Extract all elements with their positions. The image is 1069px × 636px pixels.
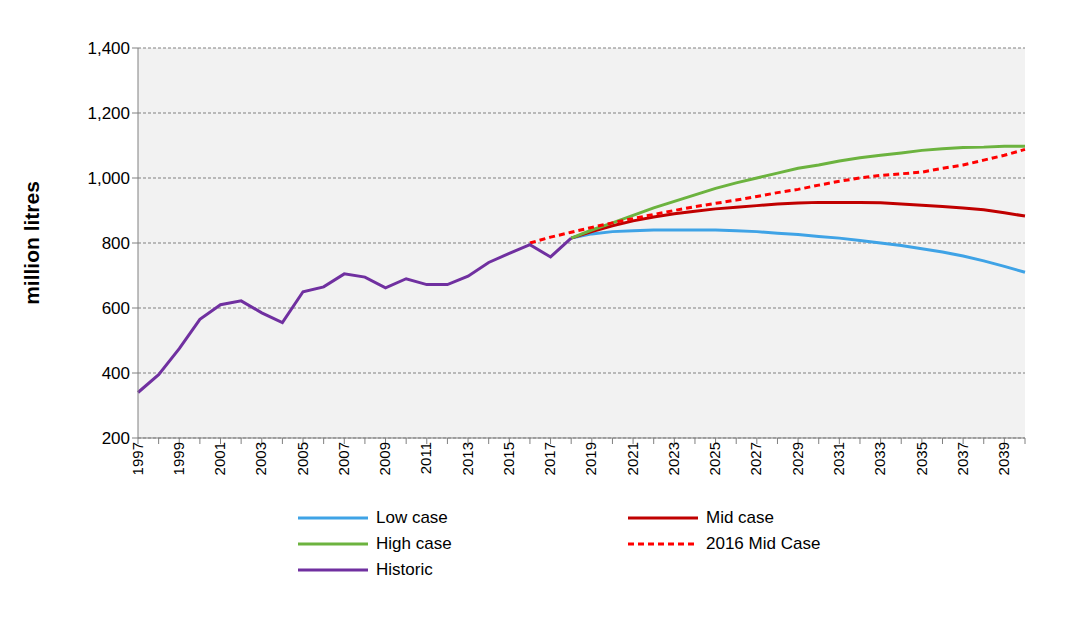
svg-text:2007: 2007	[335, 442, 352, 475]
svg-text:2019: 2019	[582, 442, 599, 475]
svg-text:1,400: 1,400	[87, 39, 130, 58]
svg-text:1997: 1997	[129, 442, 146, 475]
svg-text:2005: 2005	[294, 442, 311, 475]
svg-text:1999: 1999	[170, 442, 187, 475]
svg-text:2021: 2021	[624, 442, 641, 475]
html-text:Historic: Historic	[376, 560, 433, 579]
svg-text:2025: 2025	[706, 442, 723, 475]
svg-text:million litres: million litres	[20, 181, 43, 305]
svg-text:2013: 2013	[459, 442, 476, 475]
svg-text:600: 600	[102, 299, 130, 318]
svg-text:2039: 2039	[995, 442, 1012, 475]
svg-text:2031: 2031	[830, 442, 847, 475]
svg-text:2037: 2037	[954, 442, 971, 475]
html-text:2016 Mid Case: 2016 Mid Case	[706, 534, 821, 553]
svg-text:400: 400	[102, 364, 130, 383]
html-text:Low case: Low case	[376, 508, 448, 527]
svg-text:2029: 2029	[789, 442, 806, 475]
svg-text:2027: 2027	[747, 442, 764, 475]
svg-text:2009: 2009	[376, 442, 393, 475]
svg-text:2001: 2001	[211, 442, 228, 475]
svg-text:2023: 2023	[665, 442, 682, 475]
svg-text:800: 800	[102, 234, 130, 253]
html-text:High case: High case	[376, 534, 452, 553]
html-text:Mid case: Mid case	[706, 508, 774, 527]
svg-text:1,000: 1,000	[87, 169, 130, 188]
svg-text:2015: 2015	[500, 442, 517, 475]
svg-text:2035: 2035	[913, 442, 930, 475]
svg-text:2017: 2017	[541, 442, 558, 475]
svg-text:2011: 2011	[417, 442, 434, 474]
svg-text:2003: 2003	[252, 442, 269, 475]
svg-text:200: 200	[102, 429, 130, 448]
svg-text:2033: 2033	[871, 442, 888, 475]
svg-text:1,200: 1,200	[87, 104, 130, 123]
